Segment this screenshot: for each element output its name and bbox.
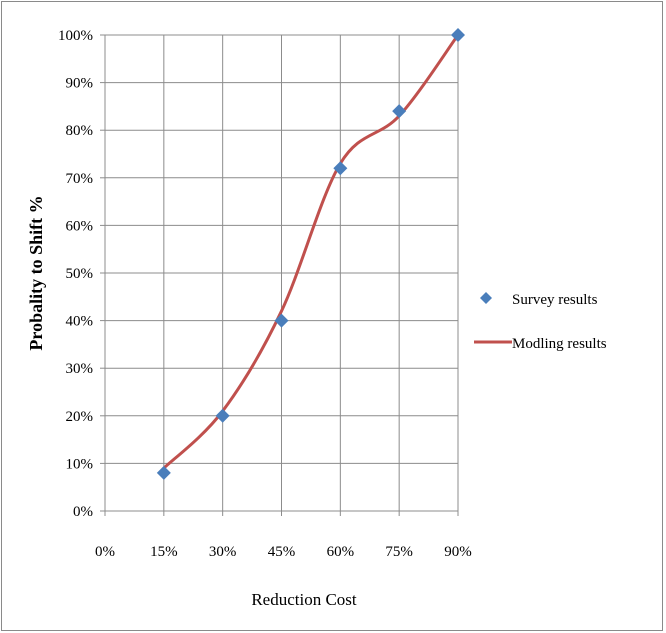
x-axis-title: Reduction Cost [251,590,357,609]
x-tick-labels: 0% 15% 30% 45% 60% 75% 90% [95,544,472,560]
x-tick-label: 30% [209,544,237,560]
x-tick-label: 90% [444,544,472,560]
y-tick-label: 60% [66,218,94,234]
y-tick-label: 10% [66,456,94,472]
survey-point [392,104,407,119]
survey-series [156,28,465,480]
modeling-line [162,33,460,470]
legend-survey-marker [480,292,492,304]
y-tick-label: 0% [73,504,93,520]
y-tick-label: 20% [66,409,94,425]
y-tick-label: 100% [58,28,93,44]
y-tick-label: 70% [66,171,94,187]
axes [100,34,459,516]
y-tick-label: 90% [66,76,94,92]
survey-point [156,465,171,480]
x-tick-label: 0% [95,544,115,560]
grid-lines [105,34,459,511]
survey-point [215,408,230,423]
survey-point [274,313,289,328]
y-tick-labels: 0% 10% 20% 30% 40% 50% 60% 70% 80% 90% 100% [58,28,93,520]
x-tick-label: 15% [150,544,178,560]
x-tick-label: 45% [268,544,296,560]
y-tick-label: 50% [66,266,94,282]
legend-modeling-label: Modling results [512,336,607,352]
legend-survey-label: Survey results [512,292,598,308]
modeling-series [162,33,460,470]
survey-point [333,161,348,176]
y-tick-label: 80% [66,123,94,139]
y-axis-title: Probality to Shift % [26,195,46,350]
survey-point [451,28,465,42]
y-tick-label: 30% [66,361,94,377]
x-tick-label: 60% [327,544,355,560]
x-tick-label: 75% [385,544,413,560]
y-tick-label: 40% [66,314,94,330]
legend: Survey results Modling results [474,292,607,352]
